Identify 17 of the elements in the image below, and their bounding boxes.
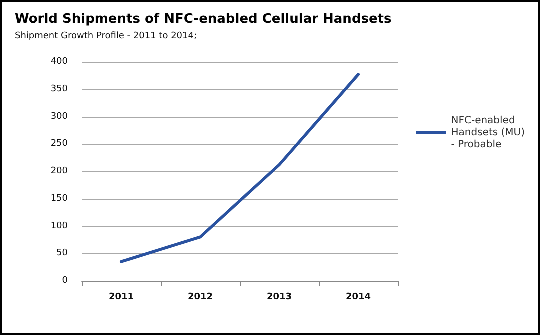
chart-title: World Shipments of NFC-enabled Cellular Handsets bbox=[15, 12, 392, 27]
y-tick-label: 150 bbox=[50, 194, 68, 204]
chart-subtitle: Shipment Growth Profile - 2011 to 2014; bbox=[15, 32, 198, 42]
line-series bbox=[120, 73, 360, 264]
x-tick-label: 2013 bbox=[266, 292, 292, 302]
x-tick-label: 2012 bbox=[188, 292, 214, 302]
y-tick-label: 0 bbox=[62, 276, 68, 286]
x-tick-label: 2014 bbox=[346, 292, 372, 302]
x-tick-label: 2011 bbox=[108, 292, 134, 302]
y-tick-label: 350 bbox=[50, 84, 68, 94]
y-tick-label: 200 bbox=[50, 166, 68, 176]
legend-label: NFC-enabled Handsets (MU) - Probable bbox=[451, 116, 526, 150]
y-tick-label: 250 bbox=[50, 139, 68, 150]
y-tick-label: 400 bbox=[50, 57, 68, 67]
y-tick-label: 50 bbox=[56, 248, 68, 259]
y-tick-label: 100 bbox=[50, 221, 68, 232]
y-tick-label: 300 bbox=[50, 112, 68, 122]
